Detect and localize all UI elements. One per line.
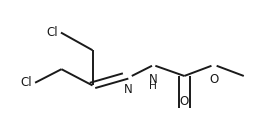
Text: H: H xyxy=(149,81,157,91)
Text: O: O xyxy=(209,73,219,86)
Text: Cl: Cl xyxy=(46,26,57,39)
Text: N: N xyxy=(124,83,133,96)
Text: Cl: Cl xyxy=(20,76,32,89)
Text: N: N xyxy=(149,73,158,86)
Text: O: O xyxy=(180,95,189,108)
